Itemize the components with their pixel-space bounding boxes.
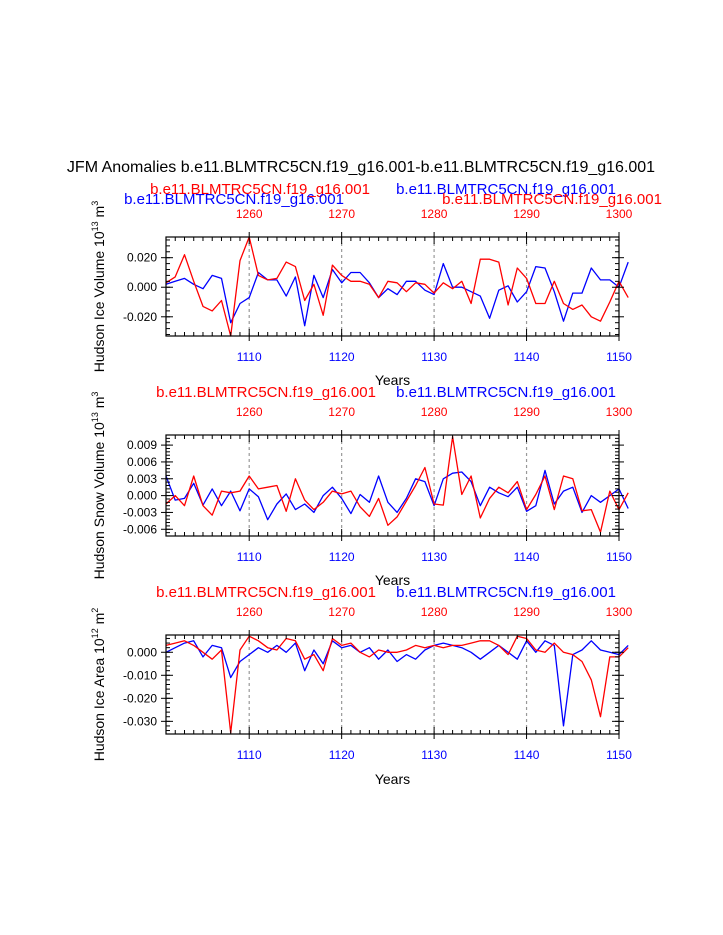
y-axis-label: Hudson Snow Volume 1013 m3: [90, 392, 107, 580]
series-line-blue: [165, 469, 629, 521]
legend-blue: b.e11.BLMTRC5CN.f19_g16.001: [124, 191, 344, 208]
x-tick-label-top: 1290: [513, 207, 540, 221]
x-tick-label-top: 1270: [328, 207, 355, 221]
legend-blue: b.e11.BLMTRC5CN.f19_g16.001: [396, 584, 616, 601]
x-tick-label-top: 1260: [236, 605, 263, 619]
y-tick-label: 0.000: [127, 280, 157, 294]
plot-frame: [165, 236, 620, 337]
legend-red: b.e11.BLMTRC5CN.f19_g16.001: [150, 181, 370, 198]
x-tick-label-top: 1300: [606, 405, 633, 419]
x-tick-label: 1110: [237, 550, 262, 564]
y-axis-label: Hudson Ice Volume 1013 m3: [90, 201, 107, 372]
x-tick-label-top: 1260: [236, 405, 263, 419]
series-line-red: [165, 236, 629, 337]
legend-blue: b.e11.BLMTRC5CN.f19_g16.001: [396, 384, 616, 401]
x-tick-label-top: 1280: [421, 605, 448, 619]
y-tick-label: 0.003: [127, 472, 157, 486]
series-line-red: [165, 635, 629, 734]
series-line-blue: [165, 640, 629, 727]
series-line-blue: [165, 261, 629, 327]
y-tick-label: -0.020: [123, 310, 157, 324]
x-tick-label: 1150: [606, 350, 632, 364]
x-tick-label: 1120: [329, 350, 355, 364]
plot-frame: [165, 634, 620, 735]
x-tick-label: 1150: [606, 748, 632, 762]
x-tick-label-top: 1300: [606, 605, 633, 619]
x-tick-label: 1140: [514, 748, 540, 762]
x-tick-label: 1110: [237, 350, 262, 364]
x-tick-label: 1130: [421, 550, 447, 564]
x-tick-label: 1130: [421, 748, 447, 762]
y-tick-label: 0.000: [127, 645, 157, 659]
series-line-red: [165, 436, 629, 533]
y-tick-label: -0.010: [123, 668, 157, 682]
x-tick-label-top: 1260: [236, 207, 263, 221]
x-tick-label-top: 1300: [606, 207, 633, 221]
x-tick-label: 1120: [329, 550, 355, 564]
panel-1: 1110 1120 1130 1140 1150 1260 1270 1280 1290 1300…: [90, 181, 662, 388]
y-tick-label: 0.006: [127, 455, 157, 469]
x-tick-label-top: 1290: [513, 405, 540, 419]
main-title: JFM Anomalies b.e11.BLMTRC5CN.f19_g16.00…: [67, 159, 655, 176]
y-tick-label: 0.009: [127, 438, 157, 452]
y-axis-label: Hudson Ice Area 1012 m2: [90, 608, 107, 762]
panel-2: 1110 1120 1130 1140 1150 1260 1270 1280 1290 1300…: [90, 384, 633, 588]
x-tick-label: 1140: [514, 350, 540, 364]
y-tick-label: 0.020: [127, 251, 157, 265]
y-tick-label: -0.003: [123, 505, 157, 519]
y-tick-label: 0.000: [127, 489, 157, 503]
x-axis-label: Years: [375, 572, 410, 588]
legend-blue-2: b.e11.BLMTRC5CN.f19_g16.001: [396, 181, 616, 198]
panel-3: 1110 1120 1130 1140 1150 1260 1270 1280 1290 1300…: [90, 584, 633, 787]
x-axis-label: Years: [375, 372, 410, 388]
y-tick-label: -0.020: [123, 691, 157, 705]
x-tick-label-top: 1290: [513, 605, 540, 619]
x-tick-label-top: 1270: [328, 405, 355, 419]
x-tick-label: 1110: [237, 748, 262, 762]
y-tick-label: -0.006: [123, 522, 157, 536]
x-tick-label-top: 1280: [421, 405, 448, 419]
x-tick-label: 1120: [329, 748, 355, 762]
y-tick-label: -0.030: [123, 714, 157, 728]
x-tick-label-top: 1270: [328, 605, 355, 619]
x-tick-label: 1130: [421, 350, 447, 364]
x-tick-label: 1150: [606, 550, 632, 564]
legend-red: b.e11.BLMTRC5CN.f19_g16.001: [156, 584, 376, 601]
legend-red-2: b.e11.BLMTRC5CN.f19_g16.001: [442, 191, 662, 208]
x-axis-label: Years: [375, 771, 410, 787]
x-tick-label-top: 1280: [421, 207, 448, 221]
x-tick-label: 1140: [514, 550, 540, 564]
legend-red: b.e11.BLMTRC5CN.f19_g16.001: [156, 384, 376, 401]
